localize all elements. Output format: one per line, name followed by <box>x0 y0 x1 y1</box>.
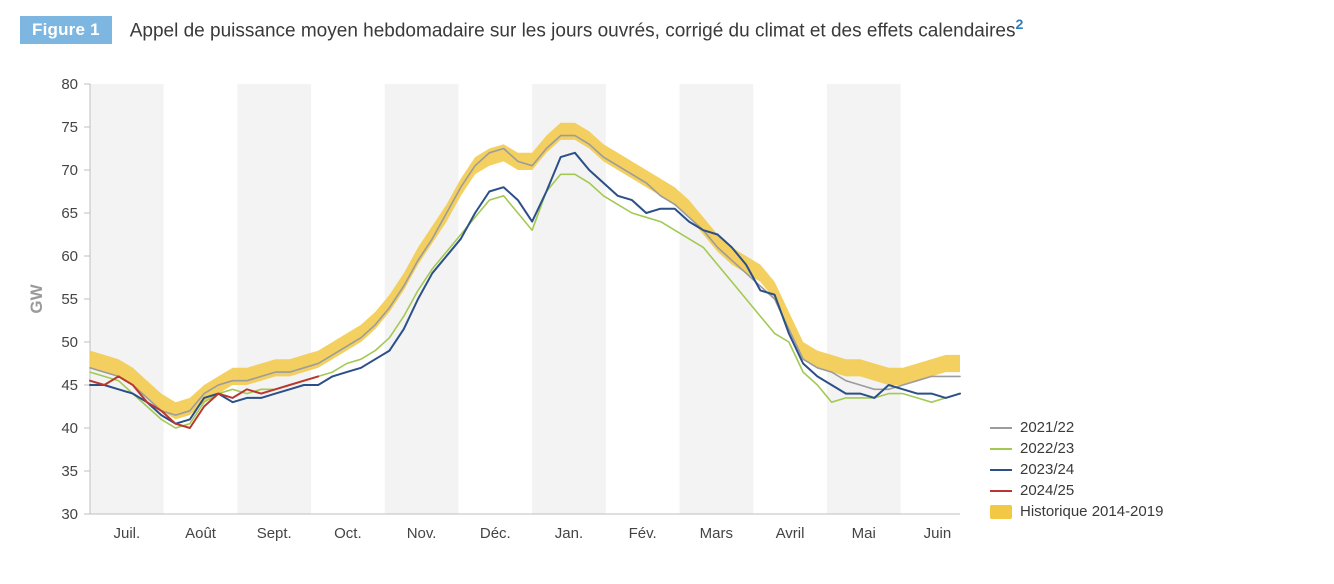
svg-text:Jan.: Jan. <box>555 525 583 542</box>
svg-text:Mai: Mai <box>852 525 876 542</box>
svg-text:Oct.: Oct. <box>334 525 362 542</box>
svg-text:80: 80 <box>61 76 78 93</box>
legend-label: 2022/23 <box>1020 440 1074 457</box>
chart-plot-area: 30 35 40 45 50 55 60 65 70 75 80 GW Juil. Août Sept. Oc… <box>20 74 970 554</box>
svg-text:45: 45 <box>61 377 78 394</box>
svg-text:30: 30 <box>61 506 78 523</box>
figure-title: Appel de puissance moyen hebdomadaire su… <box>130 17 1024 42</box>
legend-item: 2022/23 <box>990 440 1163 457</box>
legend-item: 2023/24 <box>990 461 1163 478</box>
svg-text:65: 65 <box>61 205 78 222</box>
figure-header: Figure 1 Appel de puissance moyen hebdom… <box>20 16 1314 44</box>
line-chart-svg: 30 35 40 45 50 55 60 65 70 75 80 GW Juil. Août Sept. Oc… <box>20 74 970 554</box>
svg-text:Avril: Avril <box>776 525 805 542</box>
svg-text:Sept.: Sept. <box>257 525 292 542</box>
svg-text:Juin: Juin <box>924 525 952 542</box>
svg-text:GW: GW <box>27 283 46 313</box>
svg-text:Mars: Mars <box>700 525 733 542</box>
svg-text:50: 50 <box>61 334 78 351</box>
svg-text:55: 55 <box>61 291 78 308</box>
svg-text:Août: Août <box>185 525 217 542</box>
svg-text:40: 40 <box>61 420 78 437</box>
svg-text:75: 75 <box>61 119 78 136</box>
figure-title-text: Appel de puissance moyen hebdomadaire su… <box>130 21 1016 42</box>
legend-label: 2021/22 <box>1020 419 1074 436</box>
svg-text:70: 70 <box>61 162 78 179</box>
footnote-marker: 2 <box>1015 17 1023 33</box>
figure-badge: Figure 1 <box>20 16 112 44</box>
legend-swatch-line <box>990 448 1012 450</box>
legend-label: 2023/24 <box>1020 461 1074 478</box>
legend-label: Historique 2014-2019 <box>1020 503 1163 520</box>
svg-text:35: 35 <box>61 463 78 480</box>
chart-legend: 2021/22 2022/23 2023/24 2024/25 Historique 2… <box>970 415 1163 554</box>
svg-text:Déc.: Déc. <box>480 525 511 542</box>
legend-item: Historique 2014-2019 <box>990 503 1163 520</box>
svg-text:Nov.: Nov. <box>407 525 437 542</box>
svg-text:60: 60 <box>61 248 78 265</box>
legend-swatch-band <box>990 505 1012 519</box>
svg-text:Juil.: Juil. <box>114 525 141 542</box>
svg-text:Fév.: Fév. <box>629 525 657 542</box>
legend-swatch-line <box>990 469 1012 471</box>
legend-swatch-line <box>990 427 1012 429</box>
legend-swatch-line <box>990 490 1012 492</box>
legend-item: 2024/25 <box>990 482 1163 499</box>
legend-label: 2024/25 <box>1020 482 1074 499</box>
legend-item: 2021/22 <box>990 419 1163 436</box>
